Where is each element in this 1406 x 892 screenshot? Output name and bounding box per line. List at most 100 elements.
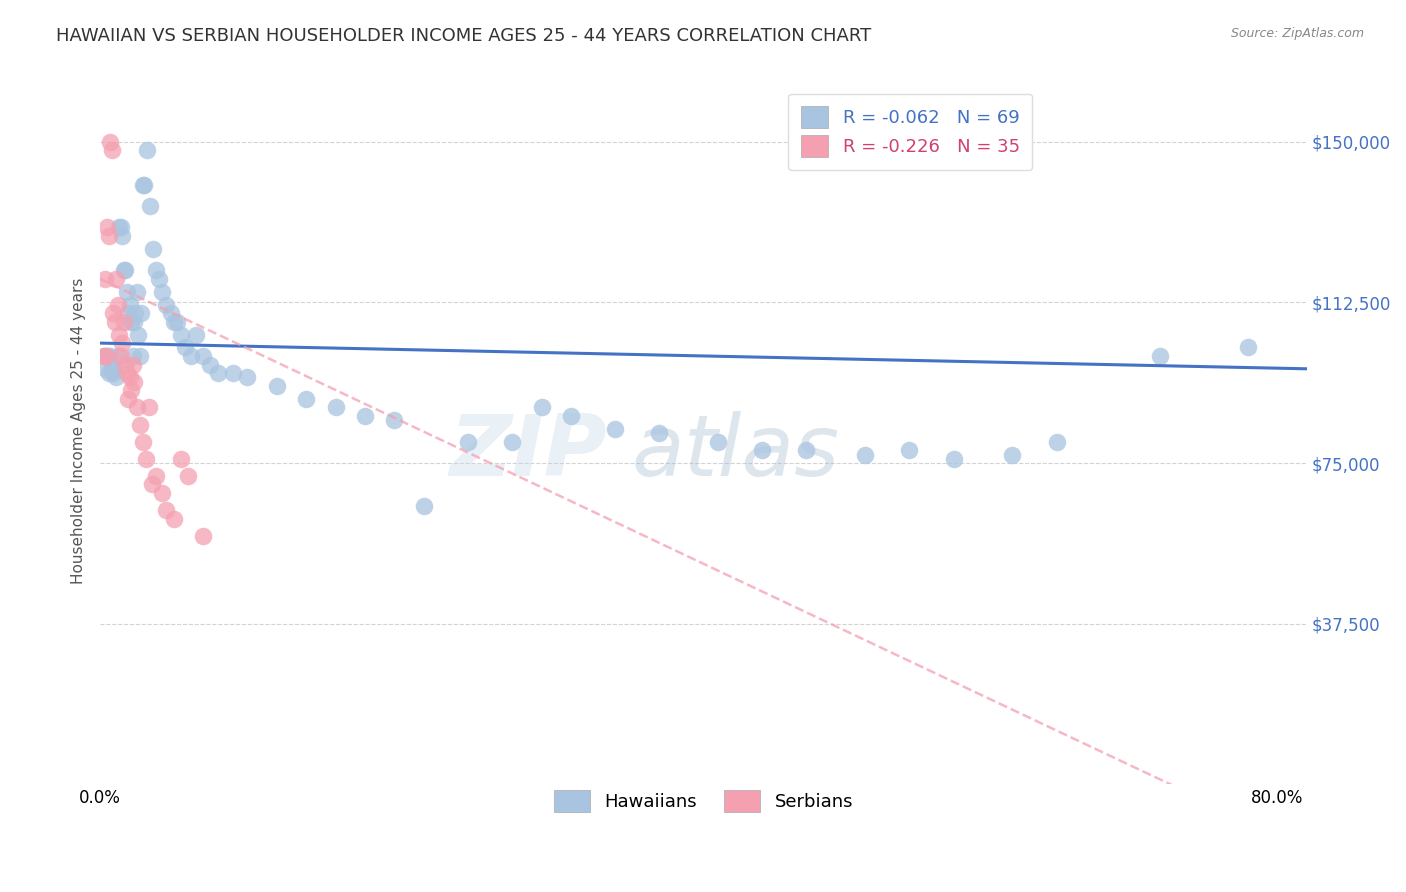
- Point: [121, 349, 143, 363]
- Point: [1001, 448, 1024, 462]
- Point: [120, 383, 142, 397]
- Point: [94, 361, 117, 376]
- Point: [1045, 434, 1067, 449]
- Point: [384, 413, 406, 427]
- Point: [207, 366, 229, 380]
- Point: [325, 401, 347, 415]
- Point: [118, 297, 141, 311]
- Point: [796, 443, 818, 458]
- Point: [94, 349, 117, 363]
- Point: [132, 178, 155, 192]
- Point: [163, 512, 186, 526]
- Point: [93, 349, 115, 363]
- Point: [354, 409, 377, 423]
- Point: [112, 315, 135, 329]
- Point: [115, 285, 138, 299]
- Point: [125, 401, 148, 415]
- Point: [560, 409, 582, 423]
- Point: [166, 315, 188, 329]
- Text: Source: ZipAtlas.com: Source: ZipAtlas.com: [1230, 27, 1364, 40]
- Point: [145, 263, 167, 277]
- Point: [605, 422, 627, 436]
- Point: [180, 349, 202, 363]
- Point: [191, 349, 214, 363]
- Point: [105, 370, 128, 384]
- Point: [100, 135, 122, 149]
- Point: [105, 272, 128, 286]
- Point: [120, 315, 142, 329]
- Point: [853, 448, 876, 462]
- Point: [191, 529, 214, 543]
- Point: [107, 349, 129, 363]
- Point: [751, 443, 773, 458]
- Point: [101, 143, 124, 157]
- Point: [97, 366, 120, 380]
- Point: [135, 451, 157, 466]
- Point: [1149, 349, 1171, 363]
- Point: [96, 349, 118, 363]
- Point: [114, 358, 136, 372]
- Point: [184, 327, 207, 342]
- Point: [150, 486, 173, 500]
- Point: [200, 358, 222, 372]
- Point: [170, 451, 193, 466]
- Point: [103, 366, 125, 380]
- Point: [112, 263, 135, 277]
- Point: [107, 297, 129, 311]
- Point: [115, 366, 138, 380]
- Point: [295, 392, 318, 406]
- Point: [159, 306, 181, 320]
- Point: [1237, 340, 1260, 354]
- Point: [121, 358, 143, 372]
- Point: [96, 220, 118, 235]
- Point: [221, 366, 243, 380]
- Point: [104, 315, 127, 329]
- Point: [136, 143, 159, 157]
- Point: [236, 370, 259, 384]
- Point: [132, 434, 155, 449]
- Point: [122, 375, 145, 389]
- Point: [141, 477, 163, 491]
- Point: [501, 434, 523, 449]
- Point: [707, 434, 730, 449]
- Text: HAWAIIAN VS SERBIAN HOUSEHOLDER INCOME AGES 25 - 44 YEARS CORRELATION CHART: HAWAIIAN VS SERBIAN HOUSEHOLDER INCOME A…: [56, 27, 872, 45]
- Point: [131, 306, 153, 320]
- Point: [114, 263, 136, 277]
- Point: [118, 370, 141, 384]
- Point: [122, 315, 145, 329]
- Point: [128, 417, 150, 432]
- Legend: Hawaiians, Serbians: Hawaiians, Serbians: [541, 778, 866, 825]
- Point: [648, 426, 671, 441]
- Point: [110, 220, 132, 235]
- Point: [150, 285, 173, 299]
- Point: [108, 220, 131, 235]
- Point: [111, 229, 134, 244]
- Point: [170, 327, 193, 342]
- Point: [155, 503, 177, 517]
- Point: [93, 272, 115, 286]
- Point: [128, 349, 150, 363]
- Point: [163, 315, 186, 329]
- Point: [117, 392, 139, 406]
- Point: [111, 336, 134, 351]
- Point: [266, 379, 288, 393]
- Point: [110, 349, 132, 363]
- Point: [898, 443, 921, 458]
- Point: [97, 229, 120, 244]
- Point: [91, 349, 114, 363]
- Point: [103, 306, 125, 320]
- Point: [457, 434, 479, 449]
- Point: [412, 499, 434, 513]
- Point: [125, 285, 148, 299]
- Text: ZIP: ZIP: [450, 410, 607, 493]
- Point: [530, 401, 553, 415]
- Point: [127, 327, 149, 342]
- Y-axis label: Householder Income Ages 25 - 44 years: Householder Income Ages 25 - 44 years: [72, 277, 86, 584]
- Text: atlas: atlas: [631, 410, 839, 493]
- Point: [174, 340, 197, 354]
- Point: [108, 327, 131, 342]
- Point: [145, 469, 167, 483]
- Point: [942, 451, 965, 466]
- Point: [148, 272, 170, 286]
- Point: [138, 401, 160, 415]
